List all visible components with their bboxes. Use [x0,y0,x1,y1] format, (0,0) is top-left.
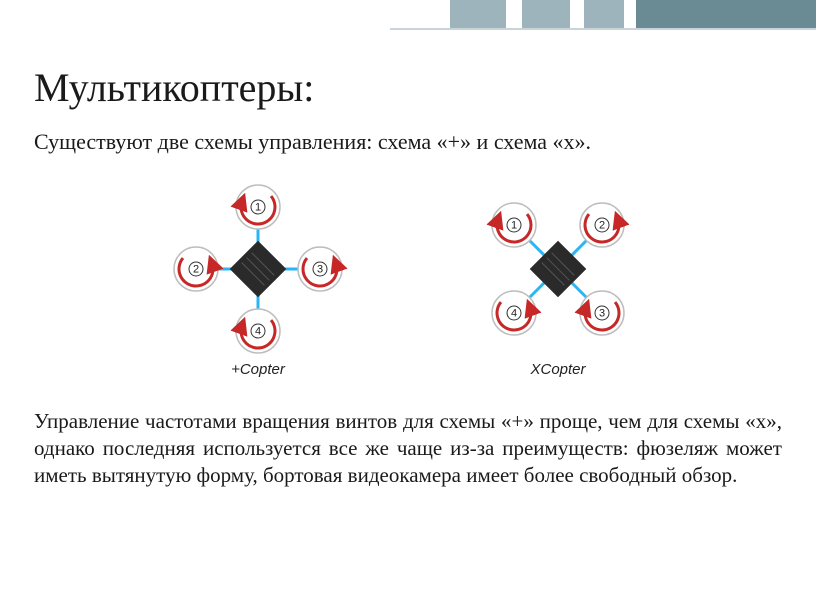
svg-text:4: 4 [255,326,261,338]
body-paragraph: Управление частотами вращения винтов для… [34,408,782,489]
svg-text:4: 4 [511,308,517,320]
diagram-plus-label: +Copter [231,361,285,378]
slide-content: Мультикоптеры: Существуют две схемы упра… [0,0,816,513]
diagram-x: 1 2 3 4 XCopter [458,179,658,378]
svg-text:2: 2 [599,220,605,232]
header-underline [390,28,816,30]
header-decoration [450,0,816,28]
svg-text:3: 3 [599,308,605,320]
diagrams-row: 1 2 3 4 +Copter 1 2 3 4 XCopter [34,179,782,378]
plus-copter-svg: 1 2 3 4 [158,179,358,359]
svg-text:2: 2 [193,264,199,276]
svg-text:3: 3 [317,264,323,276]
subtitle: Существуют две схемы управления: схема «… [34,129,782,155]
page-title: Мультикоптеры: [34,64,782,111]
svg-text:1: 1 [255,202,261,214]
svg-text:1: 1 [511,220,517,232]
diagram-plus: 1 2 3 4 +Copter [158,179,358,378]
x-copter-svg: 1 2 3 4 [458,179,658,359]
diagram-x-label: XCopter [530,361,585,378]
